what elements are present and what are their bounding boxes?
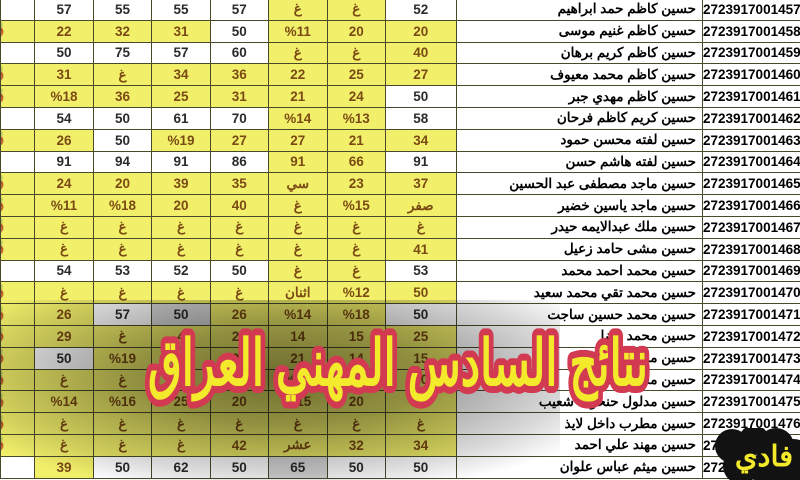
svg-text:نتائج السادس المهني العراق: نتائج السادس المهني العراق: [148, 327, 648, 402]
svg-text:فادي: فادي: [735, 441, 793, 474]
